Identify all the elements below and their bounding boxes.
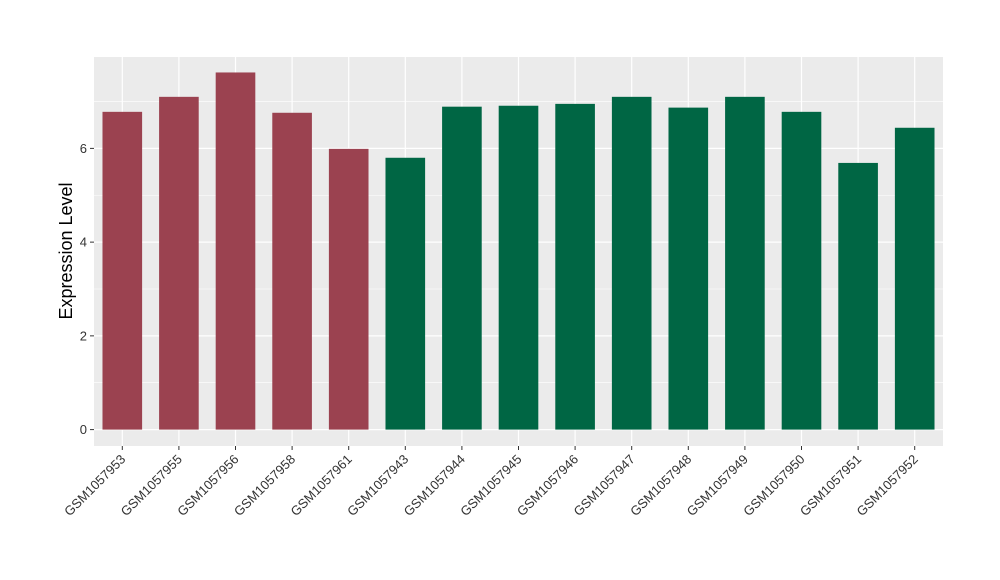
bar-GSM1057944 — [442, 106, 482, 430]
y-tick-label: 0 — [80, 422, 87, 437]
bar-GSM1057952 — [894, 127, 935, 430]
y-tick-label: 4 — [80, 235, 87, 250]
bar-GSM1057948 — [668, 107, 709, 430]
bar-GSM1057955 — [159, 96, 199, 430]
bar-GSM1057951 — [838, 162, 878, 430]
y-tick-label: 6 — [80, 141, 87, 156]
bars — [102, 72, 935, 430]
bar-GSM1057946 — [555, 103, 595, 430]
bar-GSM1057958 — [272, 112, 312, 430]
bar-GSM1057947 — [611, 96, 652, 430]
bar-GSM1057953 — [102, 111, 143, 430]
y-axis: 0 2 4 6 — [80, 141, 94, 437]
x-axis: GSM1057953GSM1057955GSM1057956GSM1057958… — [61, 446, 921, 519]
bar-GSM1057949 — [725, 96, 765, 430]
y-tick-label: 2 — [80, 328, 87, 343]
bar-GSM1057950 — [781, 111, 822, 430]
bar-GSM1057943 — [385, 157, 426, 430]
bar-GSM1057956 — [215, 72, 256, 430]
y-axis-title: Expression Level — [56, 182, 76, 319]
bar-GSM1057945 — [498, 105, 539, 430]
bar-GSM1057961 — [328, 148, 369, 430]
